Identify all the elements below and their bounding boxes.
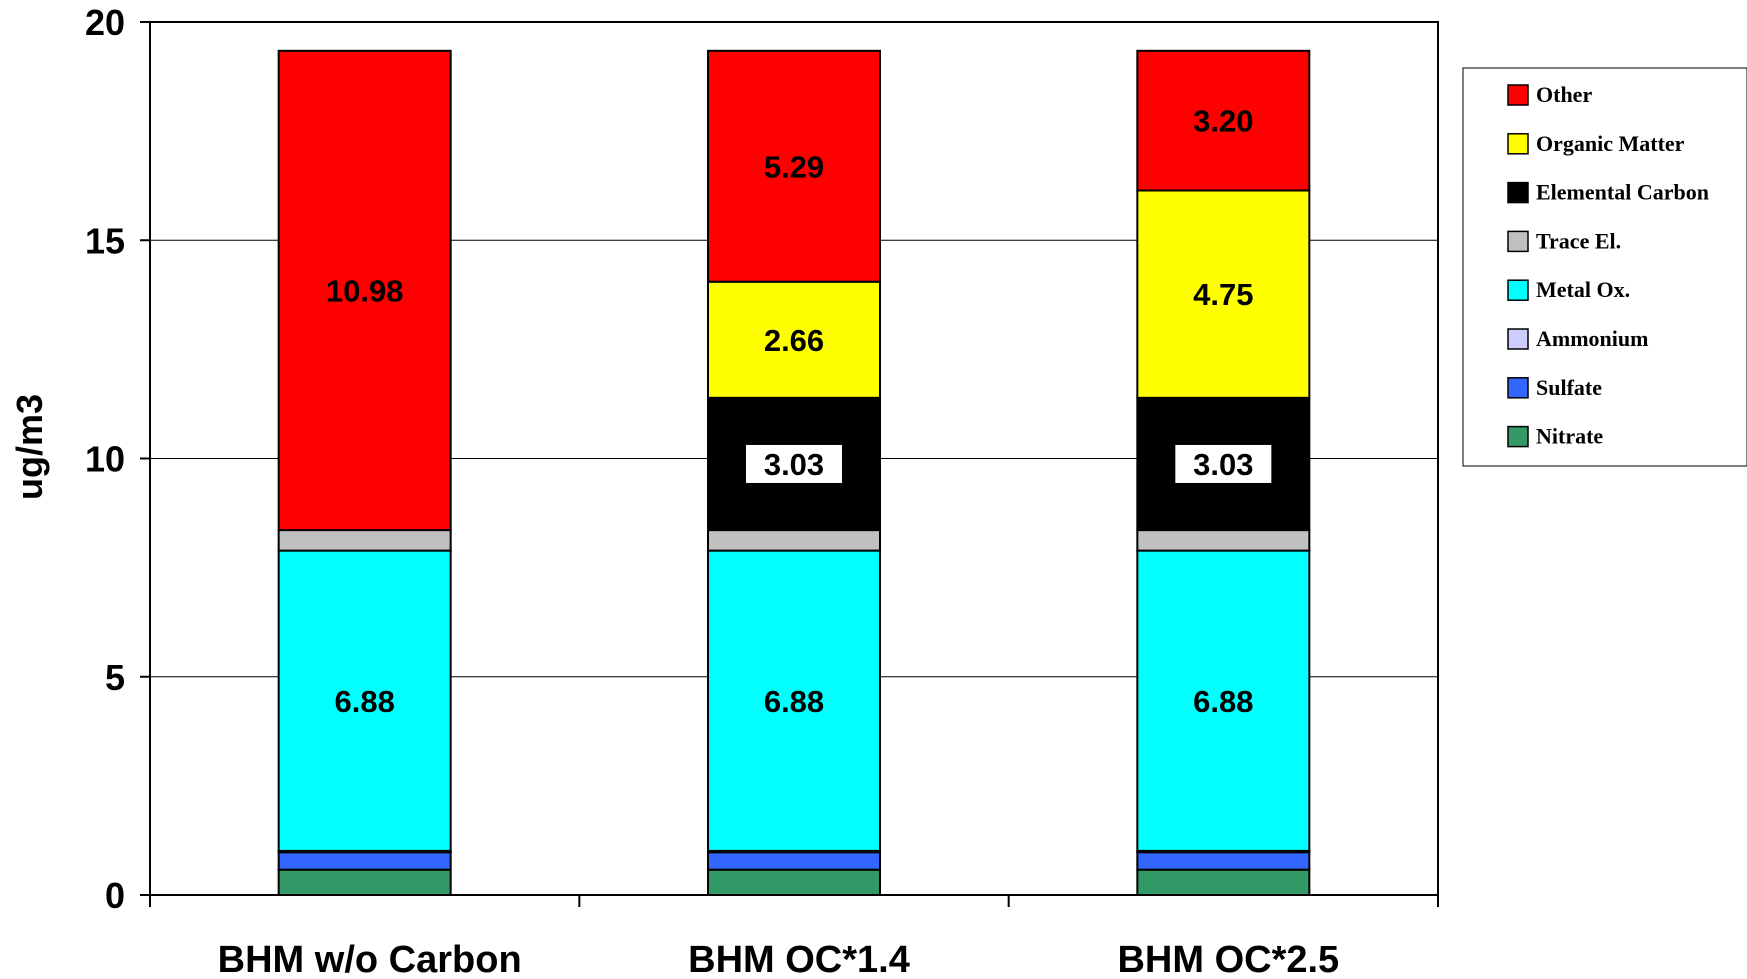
data-label-background xyxy=(746,444,842,483)
legend-swatch xyxy=(1507,133,1529,155)
bar-segment xyxy=(277,549,452,852)
data-label: 4.75 xyxy=(1193,277,1253,312)
data-label: 2.66 xyxy=(764,323,824,358)
y-tick-label: 20 xyxy=(85,2,125,43)
legend-label: Ammonium xyxy=(1536,326,1648,351)
axes: 0 5 10 15 20 BHM w/o Carbon BHM OC*1.4 BHM OC*2… xyxy=(85,2,1439,979)
bars: 6.88 10.98 6.88 3.03 2.66 5.29 6.88 3.03 4.75 3.2… xyxy=(277,49,1311,896)
legend-label: Organic Matter xyxy=(1536,131,1685,156)
legend-swatch xyxy=(1507,425,1529,448)
legend-box xyxy=(1462,67,1747,467)
bar-segment xyxy=(707,549,881,852)
data-label: 6.88 xyxy=(1193,684,1253,719)
legend-label: Sulfate xyxy=(1536,375,1602,400)
data-label: 6.88 xyxy=(334,684,394,719)
bar-segment xyxy=(277,851,452,871)
bar-segment xyxy=(1136,851,1311,871)
y-axis-label: ug/m3 xyxy=(9,394,50,500)
data-label: 3.20 xyxy=(1193,104,1253,139)
data-label-background xyxy=(1175,444,1272,483)
bar-segment xyxy=(277,868,452,896)
bar-segment xyxy=(277,49,452,532)
bar-segment xyxy=(707,280,881,399)
y-tick-label: 0 xyxy=(105,875,125,916)
bar-segment xyxy=(707,529,881,552)
bar-segment xyxy=(1136,549,1311,852)
data-label: 3.03 xyxy=(764,447,824,482)
legend-label: Metal Ox. xyxy=(1536,277,1630,302)
legend-swatch xyxy=(1507,181,1529,204)
data-label: 6.88 xyxy=(764,684,824,719)
bar-segment xyxy=(1136,189,1311,399)
x-category-label: BHM OC*2.5 xyxy=(1117,939,1339,979)
x-category-label: BHM OC*1.4 xyxy=(688,939,910,979)
data-label: 5.29 xyxy=(764,149,824,184)
bar-segment xyxy=(707,851,881,871)
x-category-label: BHM w/o Carbon xyxy=(218,939,522,979)
bar-segment xyxy=(277,529,452,552)
bar-segment xyxy=(707,49,881,283)
legend-swatch xyxy=(1507,230,1529,253)
bar-segment xyxy=(1136,529,1311,552)
y-tick-label: 15 xyxy=(85,220,125,261)
legend-swatch xyxy=(1507,328,1529,350)
bar-segment xyxy=(707,868,881,896)
bar-segment xyxy=(1136,868,1311,896)
data-label: 3.03 xyxy=(1193,447,1253,482)
legend: Other Organic Matter Elemental Carbon Trace… xyxy=(1462,67,1747,467)
legend-swatch xyxy=(1507,377,1529,399)
legend-swatch xyxy=(1507,279,1529,301)
legend-label: Nitrate xyxy=(1536,424,1603,449)
y-tick-label: 10 xyxy=(85,439,125,480)
y-tick-label: 5 xyxy=(105,657,125,698)
legend-label: Other xyxy=(1536,82,1592,107)
legend-label: Trace El. xyxy=(1536,228,1621,253)
legend-swatch xyxy=(1507,84,1529,106)
legend-label: Elemental Carbon xyxy=(1536,180,1709,205)
bar-segment xyxy=(1136,49,1311,192)
data-label: 10.98 xyxy=(326,273,404,308)
